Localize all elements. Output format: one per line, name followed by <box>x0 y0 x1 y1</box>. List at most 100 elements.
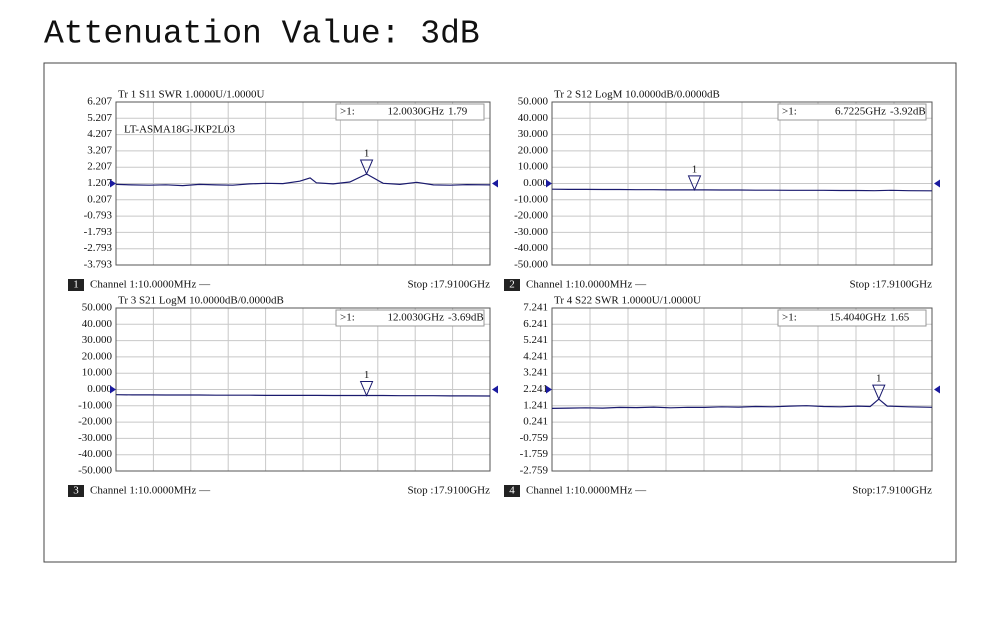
y-tick-label: -3.793 <box>84 259 113 271</box>
trace <box>551 188 933 192</box>
frame <box>43 62 957 563</box>
y-tick-label: 1.207 <box>87 177 112 189</box>
footer-index-box <box>68 279 84 291</box>
y-tick-label: 40.000 <box>518 112 549 124</box>
y-tick-label: 3.207 <box>87 144 112 156</box>
y-tick-label: 1.241 <box>523 399 548 411</box>
footer-index-box <box>504 485 520 497</box>
marker-readout-label: >1: <box>782 106 797 118</box>
stop-label: Stop :17.9100GHz <box>408 485 491 497</box>
y-tick-label: 0.241 <box>523 416 548 428</box>
y-tick-label: 6.241 <box>523 318 548 330</box>
y-tick-label: -40.000 <box>514 242 548 254</box>
trace-title: Tr 3 S21 LogM 10.0000dB/0.0000dB <box>118 295 284 307</box>
trace-title: Tr 2 S12 LogM 10.0000dB/0.0000dB <box>554 89 720 101</box>
y-tick-label: 2.207 <box>87 161 112 173</box>
y-tick-label: -50.000 <box>78 465 112 477</box>
annotation: LT-ASMA18G-JKP2L03 <box>124 124 236 136</box>
y-tick-label: -50.000 <box>514 259 548 271</box>
y-tick-label: 4.241 <box>523 350 548 362</box>
trace <box>551 398 933 409</box>
marker-readout-x: 15.4040GHz <box>829 312 886 324</box>
reference-arrow-right <box>492 385 498 394</box>
y-tick-label: 0.207 <box>87 193 112 205</box>
marker-readout-value: 1.65 <box>890 312 910 324</box>
marker-readout-x: 6.7225GHz <box>835 106 886 118</box>
reference-arrow-left <box>110 385 116 394</box>
marker-readout-label: >1: <box>340 312 355 324</box>
footer-index: 4 <box>509 485 515 497</box>
marker-readout-box <box>777 103 927 121</box>
reference-arrow-left <box>546 179 552 188</box>
y-tick-label: -0.759 <box>520 432 549 444</box>
trace-title: Tr 4 S22 SWR 1.0000U/1.0000U <box>554 295 701 307</box>
marker-readout-label: >1: <box>782 312 797 324</box>
marker-name: 1 <box>364 148 370 160</box>
start-label: Channel 1:10.0000MHz — <box>526 279 647 291</box>
y-tick-label: 4.207 <box>87 128 112 140</box>
reference-arrow-right <box>934 179 940 188</box>
y-tick-label: -10.000 <box>514 193 548 205</box>
y-tick-label: 10.000 <box>518 161 549 173</box>
marker-readout-x: 12.0030GHz <box>387 312 444 324</box>
marker-readout-x: 12.0030GHz <box>387 106 444 118</box>
marker-name: 1 <box>364 369 370 381</box>
marker-readout-value: -3.92dB <box>890 106 926 118</box>
marker-readout-value: 1.79 <box>448 106 468 118</box>
y-tick-label: -40.000 <box>78 448 112 460</box>
y-tick-label: 20.000 <box>518 144 549 156</box>
stop-label: Stop :17.9100GHz <box>408 279 491 291</box>
trace-title: Tr 1 S11 SWR 1.0000U/1.0000U <box>118 89 265 101</box>
marker <box>359 159 374 176</box>
footer-index: 3 <box>73 485 79 497</box>
y-tick-label: 30.000 <box>518 128 549 140</box>
footer-index-box <box>68 485 84 497</box>
y-tick-label: 30.000 <box>82 334 113 346</box>
marker-readout-box <box>777 309 927 327</box>
footer-index: 2 <box>509 279 515 291</box>
marker-readout-box <box>335 309 485 327</box>
marker-readout-value: -3.69dB <box>448 312 484 324</box>
page-title: Attenuation Value: 3dB <box>44 16 480 53</box>
y-tick-label: -1.759 <box>520 448 549 460</box>
reference-arrow-left <box>546 385 552 394</box>
marker-readout-box <box>335 103 485 121</box>
footer-index: 1 <box>73 279 79 291</box>
footer-index-box <box>504 279 520 291</box>
marker <box>359 381 374 397</box>
y-tick-label: -0.793 <box>84 210 113 222</box>
y-tick-label: 5.241 <box>523 334 548 346</box>
marker <box>687 175 702 192</box>
y-tick-label: -20.000 <box>78 416 112 428</box>
y-tick-label: 5.207 <box>87 112 112 124</box>
y-tick-label: 50.000 <box>518 96 549 108</box>
marker-readout-label: >1: <box>340 106 355 118</box>
start-label: Channel 1:10.0000MHz — <box>526 485 647 497</box>
y-tick-label: 0.000 <box>523 177 548 189</box>
marker-name: 1 <box>876 373 882 385</box>
y-tick-label: -2.793 <box>84 242 113 254</box>
reference-arrow-left <box>110 179 116 188</box>
stop-label: Stop:17.9100GHz <box>852 485 932 497</box>
y-tick-label: 6.207 <box>87 96 112 108</box>
start-label: Channel 1:10.0000MHz — <box>90 485 211 497</box>
y-tick-label: -2.759 <box>520 465 549 477</box>
trace <box>115 173 491 187</box>
y-tick-label: 7.241 <box>523 302 548 314</box>
y-tick-label: 3.241 <box>523 367 548 379</box>
start-label: Channel 1:10.0000MHz — <box>90 279 211 291</box>
y-tick-label: -20.000 <box>514 210 548 222</box>
reference-arrow-right <box>934 385 940 394</box>
y-tick-label: 2.241 <box>523 383 548 395</box>
marker-name: 1 <box>692 163 698 175</box>
y-tick-label: -30.000 <box>78 432 112 444</box>
y-tick-label: -30.000 <box>514 226 548 238</box>
marker <box>872 384 886 401</box>
y-tick-label: 0.000 <box>87 383 112 395</box>
trace <box>115 394 491 397</box>
y-tick-label: -10.000 <box>78 399 112 411</box>
y-tick-label: 10.000 <box>82 367 113 379</box>
y-tick-label: -1.793 <box>84 226 113 238</box>
reference-arrow-right <box>492 179 498 188</box>
